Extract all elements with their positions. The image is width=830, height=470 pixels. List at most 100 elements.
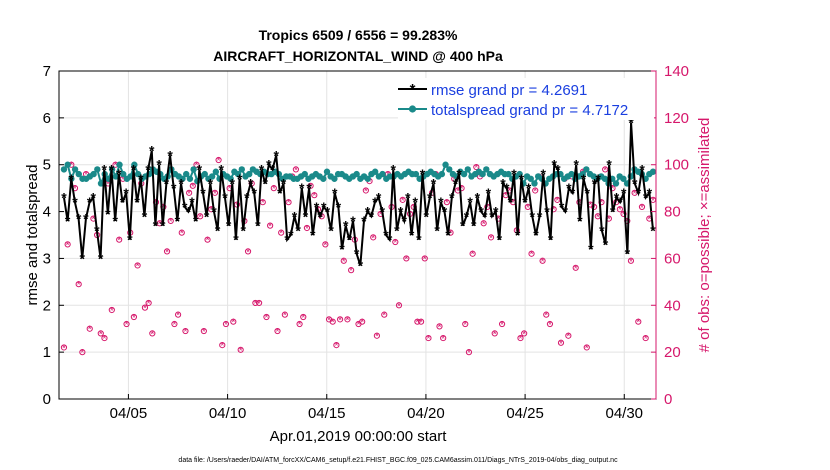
obs-possible-marker <box>517 334 524 342</box>
rmse-series: ****************************************… <box>61 115 656 274</box>
rmse-point: * <box>332 185 338 201</box>
obs-assimilated-marker: * <box>298 320 302 331</box>
obs-assimilated-marker: * <box>209 205 213 216</box>
rmse-point: * <box>237 171 243 187</box>
left-tick-label: 1 <box>43 344 51 361</box>
rmse-point: * <box>186 204 192 220</box>
rmse-point: * <box>541 166 547 182</box>
obs-possible-marker <box>244 248 252 255</box>
rmse-point: * <box>222 190 228 206</box>
rmse-point: * <box>423 208 429 224</box>
obs-possible-marker <box>370 234 377 241</box>
obs-possible-marker <box>421 255 428 262</box>
obs-assimilated-marker: * <box>187 189 191 200</box>
left-axis-ticks: 0 1 2 3 4 5 6 7 <box>43 63 64 408</box>
obs-assimilated-marker: * <box>393 238 397 249</box>
rmse-point: * <box>650 222 656 238</box>
obs-possible-marker <box>620 210 627 218</box>
rmse-point: * <box>376 190 382 206</box>
totalspread-series <box>60 161 657 187</box>
rmse-point: * <box>530 208 536 224</box>
right-axis-ticks: 0 20 40 60 80 100 120 140 <box>651 63 689 408</box>
rmse-point: * <box>420 166 426 182</box>
rmse-point: * <box>625 246 631 262</box>
rmse-point: * <box>325 204 331 220</box>
spread-point <box>620 175 627 182</box>
obs-assimilated-marker: * <box>180 229 184 240</box>
rmse-point: * <box>215 222 221 238</box>
obs-possible-marker <box>359 318 366 325</box>
rmse-point: * <box>131 161 137 177</box>
obs-possible-marker <box>219 342 226 349</box>
obs-assimilated-marker: * <box>544 311 548 322</box>
left-tick-label: 6 <box>43 110 51 127</box>
rmse-point: * <box>182 199 188 215</box>
rmse-point: * <box>347 232 353 248</box>
obs-assimilated-marker: * <box>482 219 486 230</box>
spread-point <box>583 166 590 173</box>
right-tick-label: 120 <box>664 110 689 127</box>
obs-possible-marker <box>322 241 329 248</box>
rmse-point: * <box>230 175 236 191</box>
rmse-point: * <box>562 204 568 220</box>
obs-assimilated-marker: * <box>334 341 338 352</box>
rmse-point: * <box>273 147 279 163</box>
obs-possible-marker <box>149 330 156 337</box>
obs-assimilated-marker: * <box>438 322 442 333</box>
obs-assimilated-marker: * <box>176 311 180 322</box>
obs-assimilated-marker: * <box>136 261 140 272</box>
obs-assimilated-marker: * <box>596 212 600 223</box>
rmse-point: * <box>284 232 290 248</box>
rmse-point: * <box>394 222 400 238</box>
rmse-point: * <box>478 204 484 220</box>
spread-point <box>331 175 338 182</box>
chart-title-line2: AIRCRAFT_HORIZONTAL_WIND @ 400 hPa <box>213 48 503 64</box>
obs-assimilated-marker: * <box>607 215 611 226</box>
spread-point <box>505 170 512 178</box>
obs-possible-marker <box>403 255 410 262</box>
rmse-point: * <box>277 185 283 201</box>
obs-assimilated-marker: * <box>99 329 103 340</box>
x-axis-ticks: 04/05 04/10 04/15 04/20 04/25 04/30 <box>110 394 643 422</box>
rmse-point: * <box>98 250 104 266</box>
rmse-point: * <box>270 161 276 177</box>
right-tick-label: 80 <box>664 204 681 221</box>
obs-assimilated-marker: * <box>640 203 644 214</box>
rmse-point: * <box>606 157 612 173</box>
spread-point <box>208 173 216 180</box>
obs-assimilated-marker: * <box>644 334 648 345</box>
legend-rmse-label: rmse grand pr = 4.2691 <box>431 82 587 99</box>
left-tick-label: 0 <box>43 391 51 408</box>
rmse-line <box>62 122 655 266</box>
obs-assimilated-marker: * <box>622 210 626 221</box>
obs-possible-marker <box>642 334 649 342</box>
rmse-point: * <box>588 241 594 257</box>
obs-possible-marker <box>498 320 506 328</box>
spread-point <box>601 175 609 182</box>
rmse-point: * <box>526 180 532 196</box>
rmse-point: * <box>438 194 444 210</box>
obs-possible-marker <box>189 182 196 189</box>
rmse-point: * <box>489 208 495 224</box>
spread-point <box>612 180 620 187</box>
obs-assimilated-marker: * <box>636 318 640 329</box>
obs-possible-marker <box>204 236 211 243</box>
rmse-point: * <box>204 208 210 224</box>
obs-assimilated-marker: * <box>132 313 136 324</box>
rmse-point: * <box>566 180 572 196</box>
legend-spread-marker <box>408 105 417 113</box>
obs-possible-marker <box>609 185 616 192</box>
right-tick-label: 40 <box>664 297 681 314</box>
obs-possible-marker <box>285 199 292 206</box>
spread-point <box>353 170 360 178</box>
right-tick-label: 0 <box>664 391 672 408</box>
obs-assimilated-marker: * <box>519 334 523 345</box>
obs-possible-marker <box>329 318 336 325</box>
obs-assimilated-marker: * <box>206 236 210 247</box>
obs-assimilated-marker: * <box>103 334 107 345</box>
obs-assimilated-marker: * <box>382 311 386 322</box>
rmse-point: * <box>515 227 521 243</box>
rmse-point: * <box>208 175 214 191</box>
right-tick-label: 60 <box>664 250 681 267</box>
obs-possible-marker <box>583 344 590 351</box>
